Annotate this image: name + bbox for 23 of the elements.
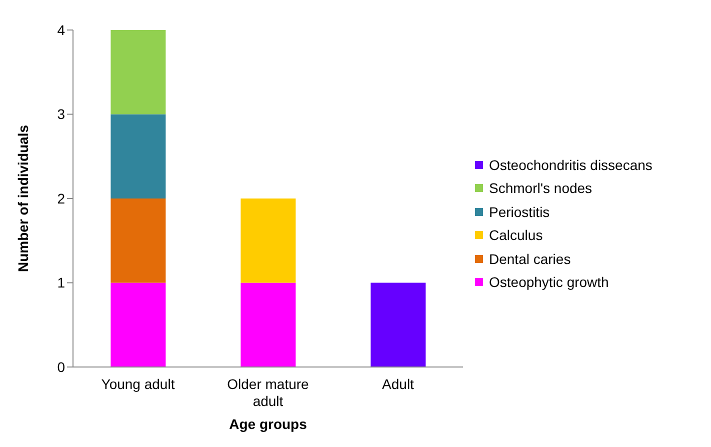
x-tick-label: Adult	[382, 376, 414, 392]
y-tick-label: 4	[57, 22, 66, 38]
bar	[370, 282, 426, 367]
bar	[110, 198, 166, 283]
bar	[240, 282, 296, 367]
legend-label: Periostitis	[489, 204, 550, 220]
x-tick-label: Young adult	[101, 376, 175, 392]
legend-label: Dental caries	[489, 250, 571, 267]
y-tick-label: 2	[57, 190, 66, 206]
y-axis-title: Number of individuals	[14, 124, 31, 272]
x-axis-title: Age groups	[229, 416, 308, 432]
y-tick-label: 3	[57, 106, 66, 122]
legend-label: Osteochondritis dissecans	[489, 156, 652, 173]
legend-label: Osteophytic growth	[489, 274, 609, 290]
bar	[110, 30, 166, 114]
legend-label: Schmorl's nodes	[489, 180, 592, 196]
y-tick-label: 0	[57, 358, 66, 375]
y-tick-label: 1	[57, 274, 66, 291]
legend-label: Calculus	[489, 227, 543, 244]
bar	[110, 282, 166, 367]
bar	[110, 114, 166, 198]
x-tick-label: Older mature adult	[227, 376, 310, 409]
bar	[240, 198, 296, 283]
